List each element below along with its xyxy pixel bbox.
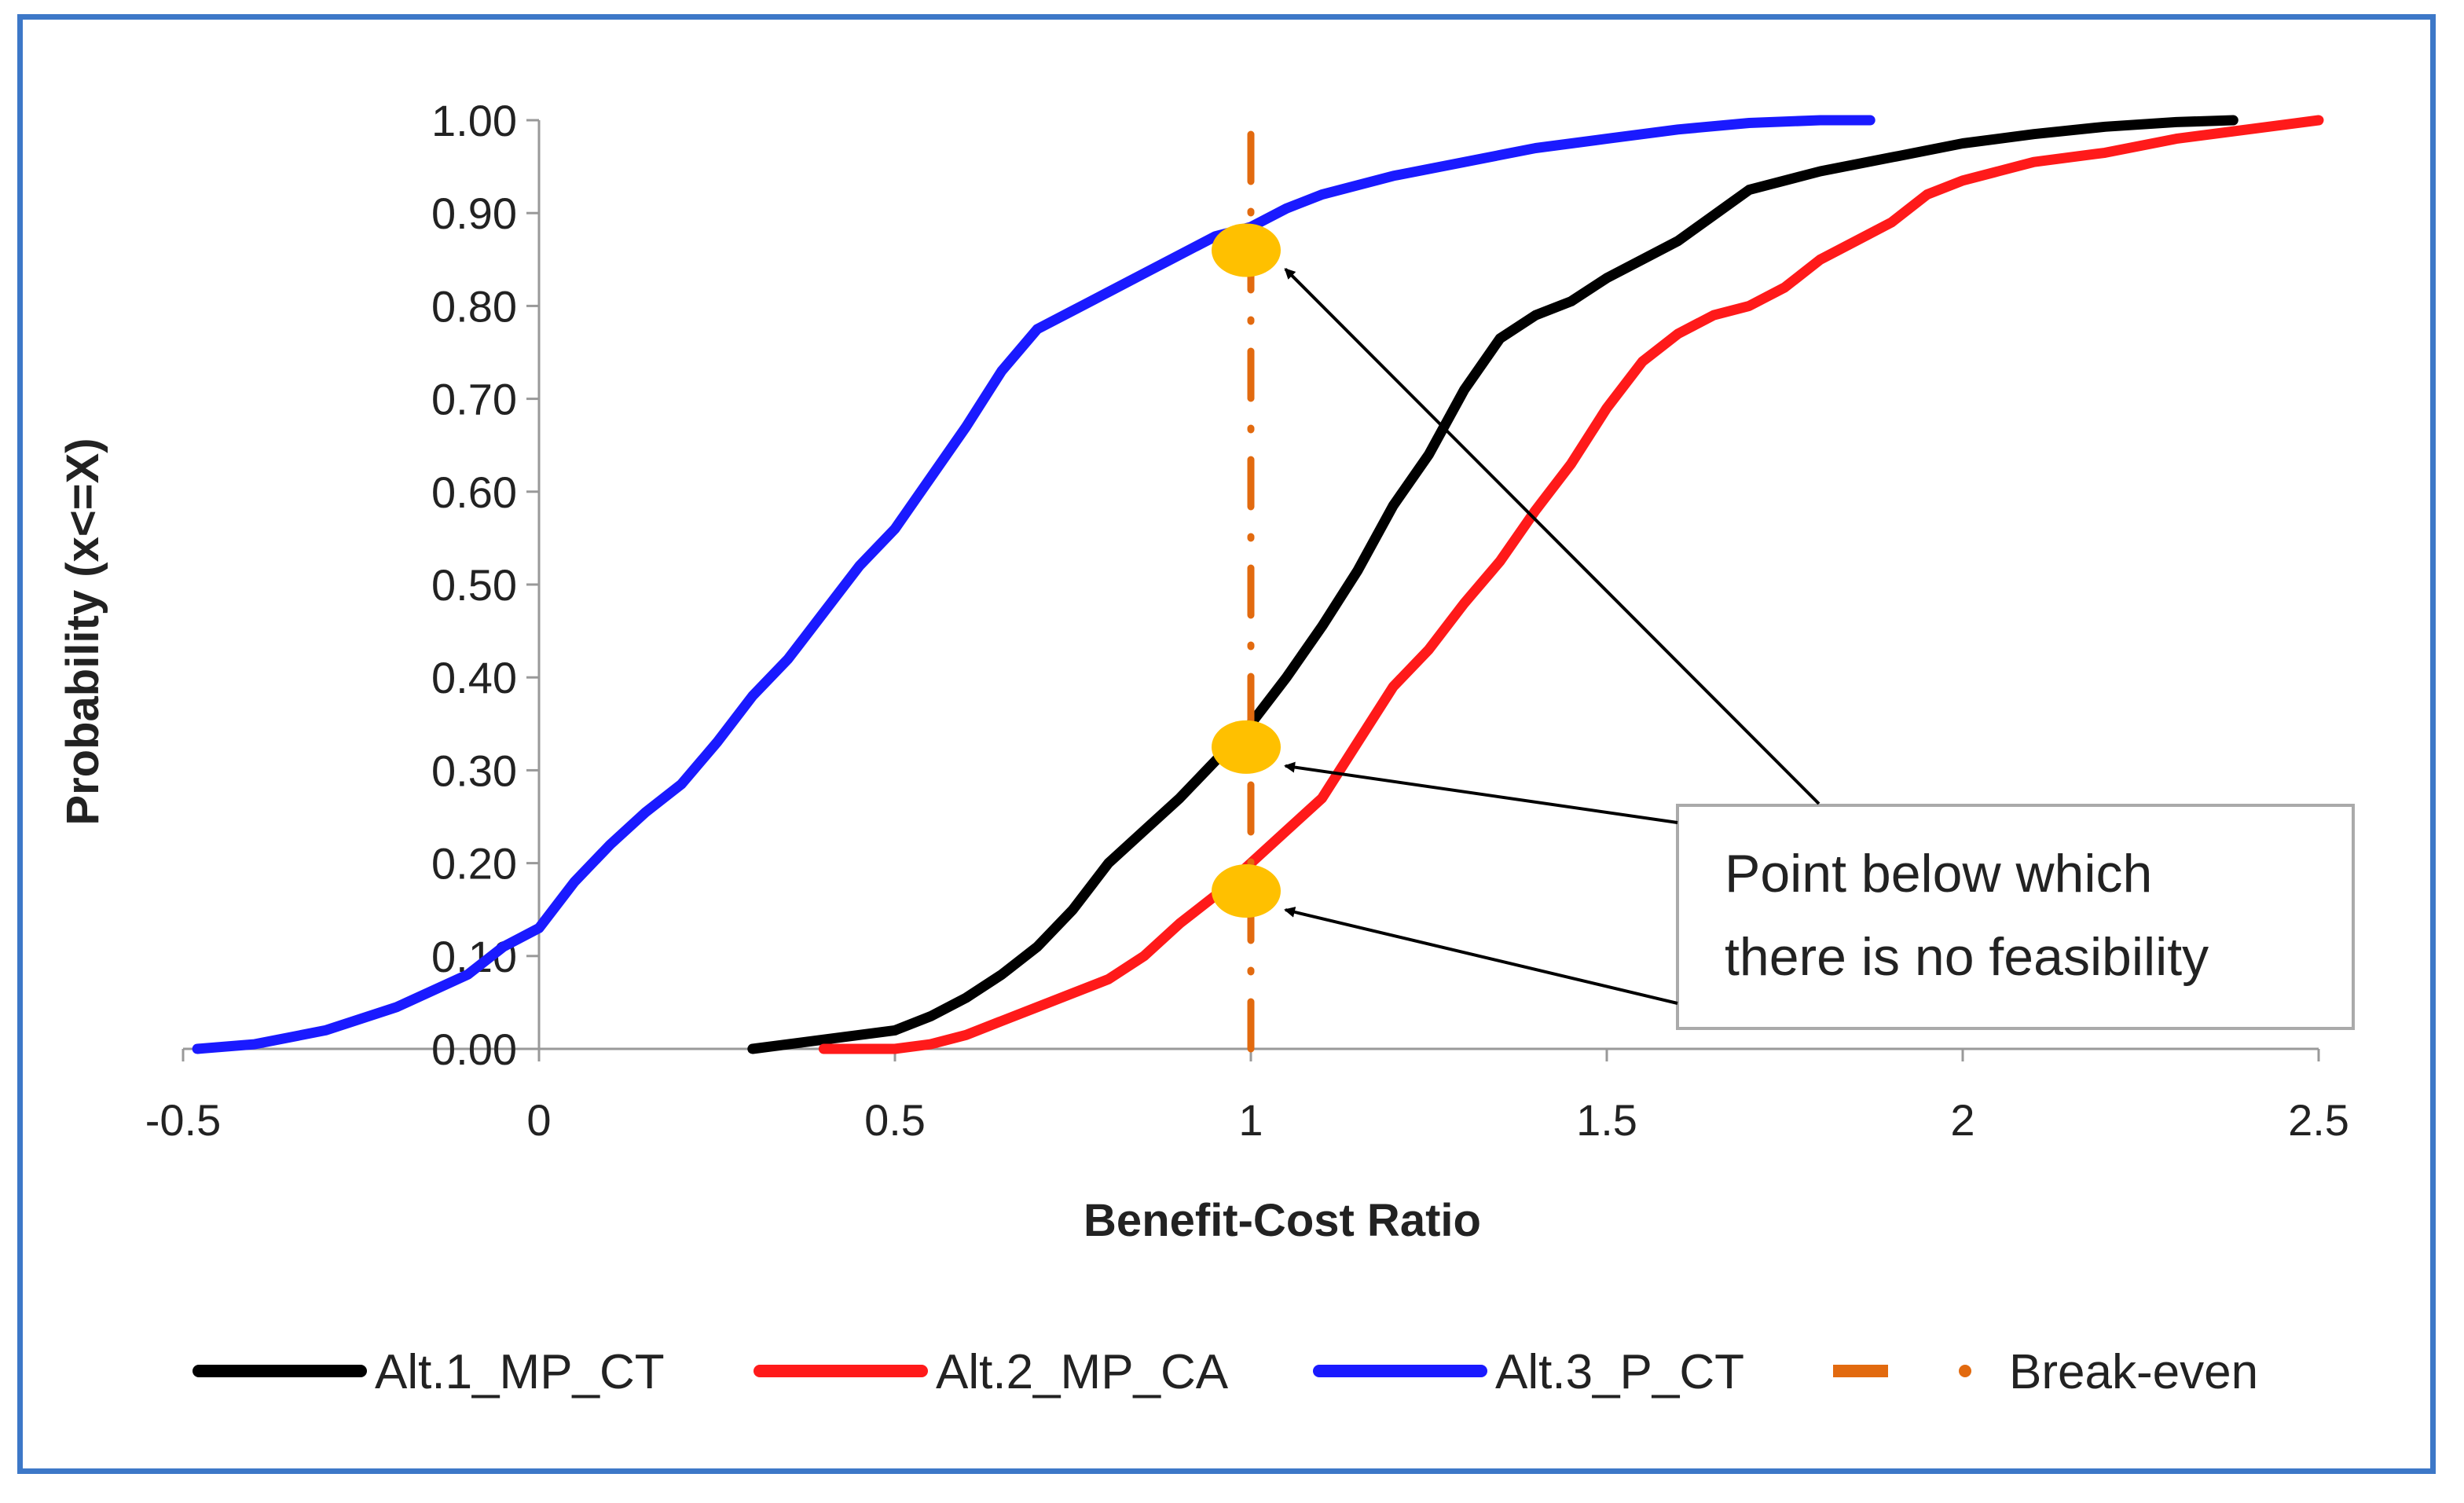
legend-label: Alt.1_MP_CT	[375, 1345, 665, 1399]
x-tick-label: -0.5	[145, 1095, 222, 1145]
cdf-chart: 0.000.100.200.300.400.500.600.700.800.90…	[57, 96, 2355, 1399]
series-line-1	[747, 115, 2238, 1054]
legend-label: Break-even	[2009, 1345, 2258, 1399]
y-tick-label: 0.70	[431, 375, 517, 424]
x-axis-title: Benefit-Cost Ratio	[1084, 1195, 1481, 1246]
y-axis-title: Probability (x<=X)	[57, 438, 108, 825]
x-tick-label: 1.5	[1576, 1095, 1637, 1145]
chart-frame: 0.00 0.10 0.20 0.30 0.40 0.50 0.60 0.70 0.80 0.90…	[17, 14, 2436, 1474]
y-tick-label: 0.40	[431, 653, 517, 702]
annotation-text-line: Point below which	[1725, 844, 2152, 904]
annotation-arrow	[1284, 761, 1678, 824]
series-line-3	[192, 115, 1876, 1054]
annotation-text-line: there is no feasibility	[1725, 927, 2209, 987]
y-tick-label: 0.90	[431, 189, 517, 238]
series-line-2	[818, 115, 2324, 1054]
x-tick-label: 2	[1950, 1095, 1974, 1145]
annotation-arrow	[1284, 907, 1678, 1005]
y-tick-label: 0.80	[431, 281, 517, 331]
x-tick-label: 2.5	[2288, 1095, 2349, 1145]
y-tick-label: 0.60	[431, 467, 517, 517]
y-tick-label: 0.00	[431, 1025, 517, 1074]
legend-label: Alt.3_P_CT	[1495, 1345, 1744, 1399]
x-tick-label: 0	[526, 1095, 551, 1145]
y-tick-label: 0.20	[431, 839, 517, 889]
break-even-point-marker	[1212, 864, 1281, 918]
x-tick-label: 1	[1238, 1095, 1263, 1145]
y-tick-label: 0.50	[431, 560, 517, 610]
annotation-box	[1676, 804, 2355, 1030]
break-even-point-marker	[1212, 720, 1281, 774]
legend-swatch-break-even-dot	[1959, 1365, 1971, 1377]
break-even-point-marker	[1212, 223, 1281, 277]
legend-label: Alt.2_MP_CA	[936, 1345, 1229, 1399]
y-tick-label: 1.00	[431, 96, 517, 145]
y-tick-label: 0.30	[431, 746, 517, 795]
x-tick-label: 0.5	[864, 1095, 926, 1145]
annotation-arrow	[1284, 268, 1820, 805]
